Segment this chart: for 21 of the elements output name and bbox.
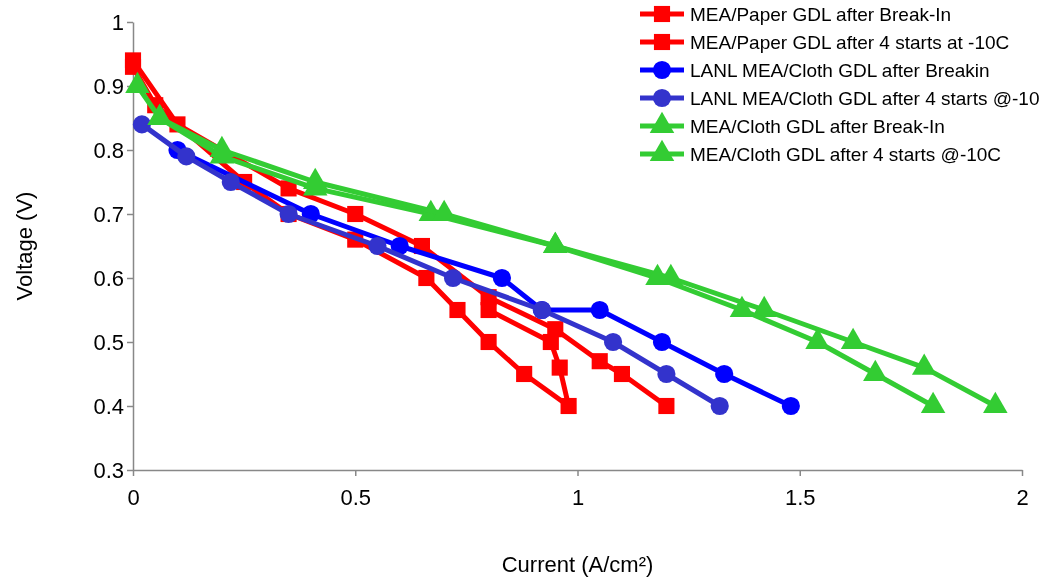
y-tick-label: 0.5 bbox=[93, 329, 124, 355]
legend-label: LANL MEA/Cloth GDL after 4 starts @-10 bbox=[690, 88, 1040, 109]
x-tick-label: 1 bbox=[571, 485, 585, 511]
y-tick-label: 0.9 bbox=[93, 73, 124, 99]
legend-label: MEA/Cloth GDL after 4 starts @-10C bbox=[690, 144, 1002, 165]
y-tick-label: 0.6 bbox=[93, 265, 124, 291]
x-tick-label: 1.5 bbox=[784, 485, 816, 511]
y-tick-label: 0.3 bbox=[93, 457, 124, 483]
legend-label: MEA/Paper GDL after 4 starts at -10C bbox=[690, 32, 1010, 53]
y-axis-title: Voltage (V) bbox=[12, 191, 37, 301]
legend-label: MEA/Cloth GDL after Break-In bbox=[690, 116, 945, 137]
x-tick-label: 0.5 bbox=[340, 485, 372, 511]
legend-label: MEA/Paper GDL after Break-In bbox=[690, 4, 952, 25]
y-tick-label: 0.7 bbox=[93, 201, 124, 227]
x-tick-label: 2 bbox=[1016, 485, 1029, 511]
legend-label: LANL MEA/Cloth GDL after Breakin bbox=[690, 60, 990, 81]
y-tick-label: 1 bbox=[111, 9, 124, 35]
y-tick-label: 0.4 bbox=[93, 393, 124, 419]
x-tick-label: 0 bbox=[127, 485, 140, 511]
x-axis-title: Current (A/cm²) bbox=[501, 552, 654, 577]
y-tick-label: 0.8 bbox=[93, 137, 124, 163]
